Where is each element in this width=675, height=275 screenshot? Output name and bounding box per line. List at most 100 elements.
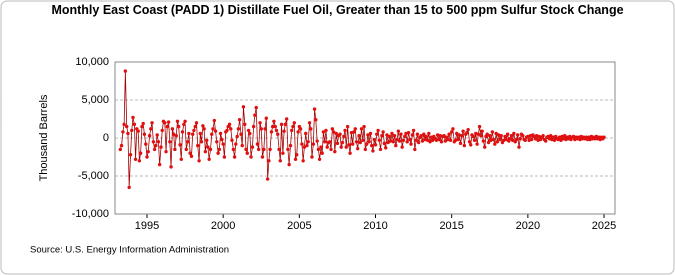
data-point xyxy=(199,140,204,144)
data-point xyxy=(390,131,394,136)
data-point xyxy=(537,134,541,139)
data-point xyxy=(486,140,491,145)
data-point xyxy=(335,141,340,146)
data-point xyxy=(527,138,531,142)
data-point xyxy=(250,145,255,149)
data-point xyxy=(453,138,458,142)
data-point xyxy=(248,131,252,136)
data-point xyxy=(324,128,328,133)
x-tick-label: 2000 xyxy=(211,220,235,232)
data-point xyxy=(317,157,322,161)
data-point xyxy=(159,145,163,149)
y-tick-label: 10,000 xyxy=(75,56,109,68)
data-point xyxy=(456,137,460,142)
data-point xyxy=(137,159,142,163)
data-point xyxy=(480,129,484,133)
x-tick-label: 2005 xyxy=(287,220,311,232)
data-point xyxy=(420,139,425,143)
data-point xyxy=(467,140,472,144)
data-line xyxy=(119,71,605,188)
data-point xyxy=(286,147,290,152)
data-point xyxy=(255,142,260,146)
data-point xyxy=(305,143,309,148)
data-point xyxy=(196,143,200,148)
data-point xyxy=(123,69,128,73)
data-point xyxy=(316,147,321,152)
data-point xyxy=(503,134,507,139)
data-point xyxy=(469,143,473,147)
data-point xyxy=(273,124,277,129)
data-point xyxy=(384,146,388,150)
data-point xyxy=(428,140,432,144)
data-point xyxy=(146,149,150,154)
data-point xyxy=(344,145,348,149)
data-point xyxy=(278,159,282,163)
data-point xyxy=(401,138,406,142)
data-point xyxy=(523,138,527,142)
data-point xyxy=(173,147,177,152)
data-point xyxy=(320,151,324,155)
data-point xyxy=(460,134,464,138)
data-point xyxy=(504,137,508,142)
data-point xyxy=(169,165,173,169)
data-point xyxy=(231,147,236,152)
data-point xyxy=(287,162,291,167)
data-point xyxy=(184,147,188,152)
data-point xyxy=(443,139,447,143)
data-point xyxy=(561,137,566,141)
data-point xyxy=(354,140,359,144)
data-point xyxy=(212,118,217,123)
data-point xyxy=(220,137,224,142)
data-point xyxy=(323,140,327,144)
data-point xyxy=(269,130,274,134)
data-point xyxy=(121,130,125,134)
data-point xyxy=(430,138,435,142)
data-point xyxy=(352,130,356,134)
data-point xyxy=(206,145,210,149)
data-point xyxy=(395,137,399,142)
data-point xyxy=(488,134,492,138)
data-point xyxy=(268,147,272,152)
data-point xyxy=(358,140,362,145)
data-point xyxy=(259,127,263,131)
data-point xyxy=(490,130,495,134)
data-point xyxy=(465,130,469,135)
data-point xyxy=(122,122,126,127)
data-point xyxy=(151,140,156,144)
data-point xyxy=(251,124,256,129)
data-point xyxy=(215,140,219,144)
data-point xyxy=(205,138,209,142)
data-point xyxy=(477,124,482,129)
data-point xyxy=(188,151,192,155)
data-point xyxy=(296,130,300,134)
data-point xyxy=(279,122,284,127)
data-point xyxy=(571,134,576,139)
data-point xyxy=(462,143,467,148)
data-point xyxy=(406,130,411,135)
data-point xyxy=(481,139,486,143)
data-point xyxy=(415,132,420,136)
data-point xyxy=(207,157,211,161)
data-point xyxy=(149,127,153,131)
data-point xyxy=(276,132,280,136)
data-point xyxy=(198,131,203,136)
data-point xyxy=(150,121,154,125)
data-point xyxy=(410,133,415,137)
data-point xyxy=(471,134,476,139)
data-point xyxy=(234,142,238,146)
data-point xyxy=(246,128,251,133)
data-point xyxy=(307,121,312,125)
data-point xyxy=(304,131,308,136)
data-point xyxy=(245,151,249,155)
data-point xyxy=(495,140,500,144)
plot-border xyxy=(114,61,616,215)
data-point xyxy=(549,134,553,138)
data-point xyxy=(281,151,285,155)
data-point xyxy=(210,132,214,136)
data-point xyxy=(396,129,401,133)
data-point xyxy=(509,134,514,138)
data-point xyxy=(387,134,392,139)
data-point xyxy=(201,124,205,128)
data-point xyxy=(203,149,208,154)
